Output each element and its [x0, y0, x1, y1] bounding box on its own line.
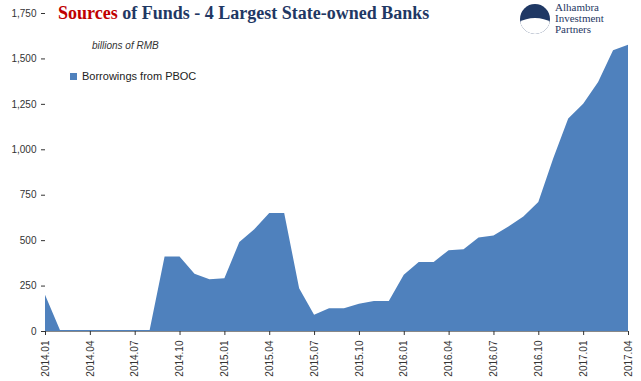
- svg-text:500: 500: [20, 235, 37, 246]
- html-text:Sources of Funds - 4 Largest S: Sources of Funds - 4 Largest State-owned…: [58, 3, 430, 23]
- svg-text:750: 750: [20, 189, 37, 200]
- svg-text:2014.04: 2014.04: [85, 340, 96, 377]
- svg-text:1,500: 1,500: [11, 53, 36, 64]
- svg-text:2016.10: 2016.10: [533, 340, 544, 377]
- svg-text:1,000: 1,000: [11, 144, 36, 155]
- html-text:billions of RMB: billions of RMB: [92, 40, 159, 51]
- html-text:Partners: Partners: [555, 23, 591, 35]
- svg-text:2017.04: 2017.04: [623, 340, 634, 377]
- html-text:Investment: Investment: [555, 12, 604, 24]
- svg-text:1,750: 1,750: [11, 8, 36, 19]
- svg-text:2016.01: 2016.01: [398, 340, 409, 377]
- html-text:Borrowings from PBOC: Borrowings from PBOC: [82, 70, 197, 82]
- svg-text:2014.01: 2014.01: [40, 340, 51, 377]
- svg-text:250: 250: [20, 280, 37, 291]
- svg-text:2017.01: 2017.01: [578, 340, 589, 377]
- svg-text:2014.07: 2014.07: [129, 340, 140, 377]
- svg-text:2015.04: 2015.04: [264, 340, 275, 377]
- html-text:Alhambra: Alhambra: [555, 1, 599, 13]
- svg-text:2014.10: 2014.10: [174, 340, 185, 377]
- svg-text:2015.10: 2015.10: [354, 340, 365, 377]
- svg-text:2015.07: 2015.07: [309, 340, 320, 377]
- svg-text:2016.04: 2016.04: [443, 340, 454, 377]
- svg-text:2016.07: 2016.07: [488, 340, 499, 377]
- svg-text:2015.01: 2015.01: [219, 340, 230, 377]
- svg-text:0: 0: [31, 326, 37, 337]
- svg-text:1,250: 1,250: [11, 99, 36, 110]
